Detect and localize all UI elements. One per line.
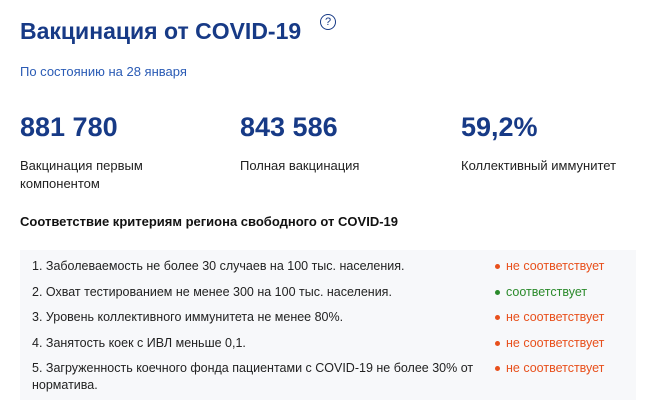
status-dot	[495, 366, 500, 372]
criterion-text: 5. Загруженность коечного фонда пациента…	[32, 361, 474, 392]
status-text: соответствует	[506, 285, 588, 299]
criterion-text: 4. Занятость коек с ИВЛ меньше 0,1.	[32, 336, 246, 350]
status-dot	[495, 264, 500, 270]
criterion-status: не соответствует	[495, 309, 604, 326]
status-text: не соответствует	[506, 310, 605, 324]
help-icon[interactable]: ?	[320, 14, 336, 30]
criteria-list: 1. Заболеваемость не более 30 случаев на…	[20, 250, 636, 400]
criterion-status: не соответствует	[495, 258, 604, 275]
stat-label: Вакцинация первым компонентом	[20, 158, 143, 191]
criterion-text: 3. Уровень коллективного иммунитета не м…	[32, 310, 344, 324]
stat-value: 59,2%	[461, 112, 538, 142]
title: Вакцинация от COVID-19	[20, 18, 302, 44]
criterion-text: 2. Охват тестированием не менее 300 на 1…	[32, 285, 392, 299]
criterion-status: не соответствует	[495, 360, 604, 377]
criterion-text: 1. Заболеваемость не более 30 случаев на…	[32, 259, 405, 273]
criterion-status: не соответствует	[495, 335, 604, 352]
status-dot	[495, 341, 500, 347]
status-text: не соответствует	[506, 259, 605, 273]
stat-label: Коллективный иммунитет	[461, 158, 617, 173]
status-text: не соответствует	[506, 361, 605, 375]
subtitle: По состоянию на 28 января	[20, 64, 187, 79]
status-dot	[495, 290, 500, 296]
status-text: не соответствует	[506, 336, 605, 350]
stat-value: 843 586	[240, 112, 338, 142]
status-dot	[495, 315, 500, 321]
criterion-status: соответствует	[495, 284, 587, 301]
stat-value: 881 780	[20, 112, 118, 142]
criteria-title: Соответствие критериям региона свободног…	[20, 214, 398, 229]
stat-label: Полная вакцинация	[240, 158, 360, 173]
